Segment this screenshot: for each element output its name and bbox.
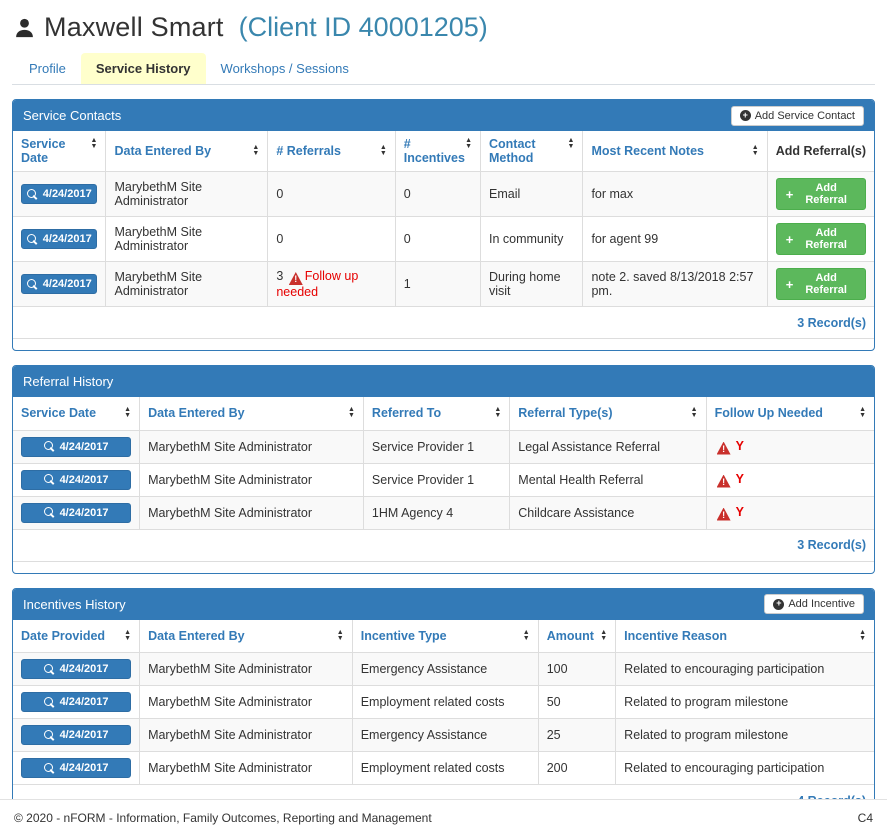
sort-icon	[124, 630, 131, 642]
col-service-date[interactable]: Service Date	[13, 131, 107, 172]
referral-history-panel: Referral History Service Date Data Enter…	[12, 365, 875, 574]
sort-icon	[859, 407, 866, 419]
client-id: (Client ID 40001205)	[238, 12, 488, 42]
search-icon	[43, 507, 55, 518]
record-count: 3 Record(s)	[13, 306, 874, 339]
view-referral-button[interactable]: 4/24/2017	[21, 469, 132, 490]
page-title: Maxwell Smart	[44, 12, 224, 42]
col-data-entered-by[interactable]: Data Entered By	[139, 397, 364, 431]
col-add-referrals: Add Referral(s)	[766, 131, 874, 172]
referral-history-heading: Referral History	[13, 366, 874, 397]
service-contacts-panel: Service Contacts Add Service Contact Ser…	[12, 99, 875, 351]
table-row: 4/24/2017 MarybethM Site Administrator 3…	[13, 261, 874, 307]
sort-icon	[752, 145, 759, 157]
sort-icon	[348, 407, 355, 419]
view-service-contact-button[interactable]: 4/24/2017	[21, 274, 98, 294]
search-icon	[43, 663, 55, 675]
sort-icon	[337, 630, 344, 642]
col-referral-types[interactable]: Referral Type(s)	[509, 397, 707, 431]
view-incentive-button[interactable]: 4/24/2017	[21, 758, 132, 778]
view-service-contact-button[interactable]: 4/24/2017	[21, 184, 98, 204]
col-amount[interactable]: Amount	[537, 619, 617, 653]
table-row: 4/24/2017 MarybethM Site Administrator S…	[13, 462, 874, 497]
search-icon	[43, 696, 55, 708]
service-contacts-heading: Service Contacts Add Service Contact	[13, 100, 874, 131]
tab-service-history[interactable]: Service History	[80, 53, 206, 84]
search-icon	[43, 729, 55, 741]
tab-workshops-sessions[interactable]: Workshops / Sessions	[220, 61, 349, 76]
sort-icon	[691, 407, 698, 419]
incentives-history-heading: Incentives History Add Incentive	[13, 588, 874, 620]
table-row: 4/24/2017 MarybethM Site Administrator S…	[13, 429, 874, 464]
panel-title: Referral History	[23, 374, 114, 389]
add-referral-button[interactable]: Add Referral	[775, 178, 866, 210]
add-referral-button[interactable]: Add Referral	[775, 223, 866, 255]
view-incentive-button[interactable]: 4/24/2017	[21, 659, 132, 679]
panel-title: Incentives History	[23, 596, 126, 612]
table-row: 4/24/2017 MarybethM Site Administrator 0…	[13, 171, 874, 217]
view-referral-button[interactable]: 4/24/2017	[21, 502, 132, 523]
add-referral-button[interactable]: Add Referral	[775, 268, 866, 300]
sort-icon	[859, 630, 866, 642]
plus-circle-icon	[739, 110, 751, 121]
tab-profile[interactable]: Profile	[29, 61, 66, 76]
col-date-provided[interactable]: Date Provided	[13, 619, 141, 653]
col-num-referrals[interactable]: # Referrals	[267, 131, 396, 172]
warning-icon	[288, 272, 303, 285]
sort-icon	[380, 145, 387, 157]
view-incentive-button[interactable]: 4/24/2017	[21, 725, 132, 745]
warning-icon	[716, 441, 731, 455]
col-data-entered-by[interactable]: Data Entered By	[139, 619, 353, 653]
person-icon	[14, 17, 35, 39]
table-row: 4/24/2017 MarybethM Site Administrator 0…	[13, 216, 874, 262]
panel-title: Service Contacts	[23, 108, 122, 123]
table-row: 4/24/2017 MarybethM Site Administrator 1…	[13, 495, 874, 530]
view-incentive-button[interactable]: 4/24/2017	[21, 692, 132, 712]
col-num-incentives[interactable]: # Incentives	[394, 131, 482, 172]
service-contacts-table: Service Date Data Entered By # Referrals…	[13, 131, 874, 339]
col-incentive-reason[interactable]: Incentive Reason	[615, 619, 874, 653]
sort-icon	[494, 407, 501, 419]
col-follow-up-needed[interactable]: Follow Up Needed	[705, 397, 874, 431]
sort-icon	[523, 630, 530, 642]
table-row: 4/24/2017 MarybethM Site Administrator E…	[13, 718, 874, 752]
page-footer: © 2020 - nFORM - Information, Family Out…	[0, 799, 887, 836]
col-service-date[interactable]: Service Date	[13, 397, 141, 431]
table-row: 4/24/2017 MarybethM Site Administrator E…	[13, 685, 874, 719]
sort-icon	[252, 145, 259, 157]
col-data-entered-by[interactable]: Data Entered By	[105, 131, 269, 172]
search-icon	[43, 762, 55, 774]
page-header: Maxwell Smart (Client ID 40001205)	[12, 0, 875, 49]
warning-icon	[716, 474, 731, 488]
sort-icon	[91, 138, 98, 150]
incentives-history-panel: Incentives History Add Incentive Date Pr…	[12, 587, 875, 829]
view-referral-button[interactable]: 4/24/2017	[21, 436, 132, 457]
incentives-history-table: Date Provided Data Entered By Incentive …	[13, 619, 874, 817]
search-icon	[26, 188, 38, 200]
col-referred-to[interactable]: Referred To	[362, 397, 511, 431]
search-icon	[26, 278, 38, 290]
add-incentive-button[interactable]: Add Incentive	[764, 594, 864, 614]
sort-icon	[600, 630, 607, 642]
search-icon	[43, 441, 55, 452]
version-label: C4	[857, 811, 873, 825]
sort-icon	[465, 138, 472, 150]
sort-icon	[568, 138, 575, 150]
warning-icon	[716, 507, 731, 521]
col-contact-method[interactable]: Contact Method	[479, 131, 584, 172]
col-most-recent-notes[interactable]: Most Recent Notes	[582, 131, 768, 172]
record-count: 3 Record(s)	[13, 528, 874, 562]
table-row: 4/24/2017 MarybethM Site Administrator E…	[13, 652, 874, 686]
plus-circle-icon	[773, 598, 785, 610]
search-icon	[26, 233, 38, 245]
tab-bar: Profile Service History Workshops / Sess…	[12, 49, 875, 85]
col-incentive-type[interactable]: Incentive Type	[351, 619, 539, 653]
copyright-text: © 2020 - nFORM - Information, Family Out…	[14, 811, 432, 825]
referral-history-table: Service Date Data Entered By Referred To…	[13, 397, 874, 562]
add-service-contact-button[interactable]: Add Service Contact	[730, 105, 864, 126]
search-icon	[43, 474, 55, 485]
table-row: 4/24/2017 MarybethM Site Administrator E…	[13, 751, 874, 785]
view-service-contact-button[interactable]: 4/24/2017	[21, 229, 98, 249]
sort-icon	[124, 407, 131, 419]
